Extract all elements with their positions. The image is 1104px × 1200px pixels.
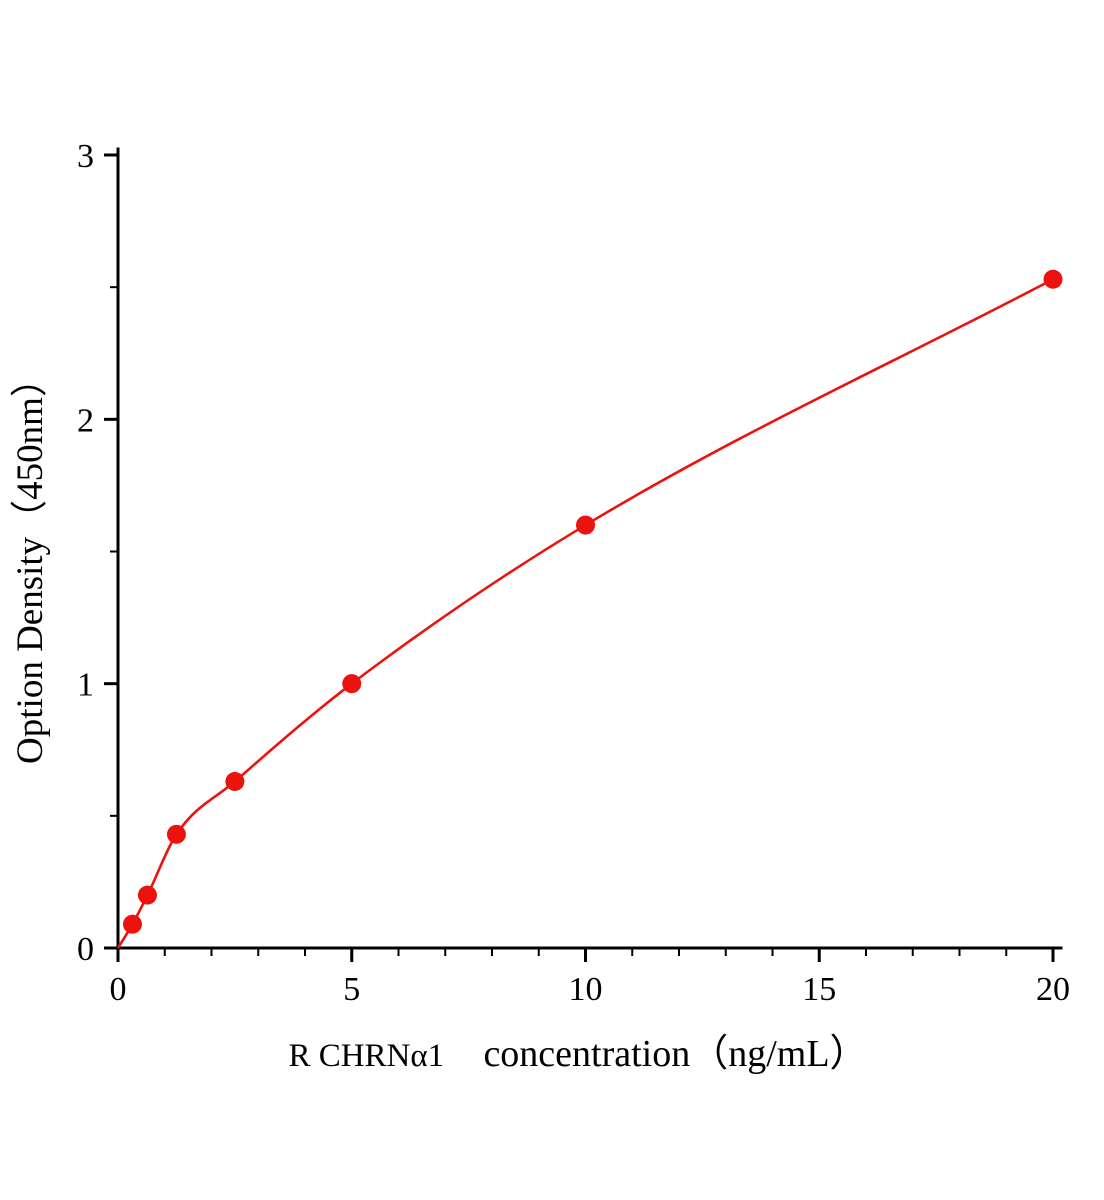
- x-axis-title-part2: concentration（ng/mL）: [483, 1033, 867, 1075]
- y-tick-label: 2: [77, 402, 94, 439]
- y-tick-label: 3: [77, 138, 94, 175]
- y-tick-label: 1: [77, 667, 94, 704]
- x-tick-label: 0: [110, 971, 127, 1008]
- data-point: [122, 914, 142, 934]
- tick-labels-layer: 0 5 10 15 20 0 1 2 3: [77, 138, 1070, 1008]
- major-ticks-layer: [104, 153, 1055, 962]
- x-axis-title: R CHRNα1 concentration（ng/mL）: [288, 1033, 867, 1075]
- minor-ticks-layer: [110, 286, 1008, 956]
- standard-curve-line: [116, 278, 1054, 949]
- x-tick-label: 20: [1036, 971, 1070, 1008]
- data-point: [137, 885, 157, 905]
- data-point: [576, 515, 595, 535]
- data-point: [225, 771, 245, 791]
- data-point: [166, 824, 186, 844]
- axis-lines: [116, 147, 1063, 950]
- data-point: [342, 674, 362, 694]
- y-tick-label: 0: [77, 931, 94, 968]
- y-axis-title: Option Density（450nm）: [10, 360, 51, 764]
- x-tick-label: 15: [802, 971, 836, 1008]
- data-point: [1043, 269, 1063, 289]
- axes-layer: [116, 147, 1063, 950]
- series-layer: [116, 269, 1063, 949]
- x-tick-label: 10: [569, 971, 603, 1008]
- x-tick-label: 5: [343, 971, 360, 1008]
- x-axis-title-part1: R CHRNα1: [288, 1038, 444, 1074]
